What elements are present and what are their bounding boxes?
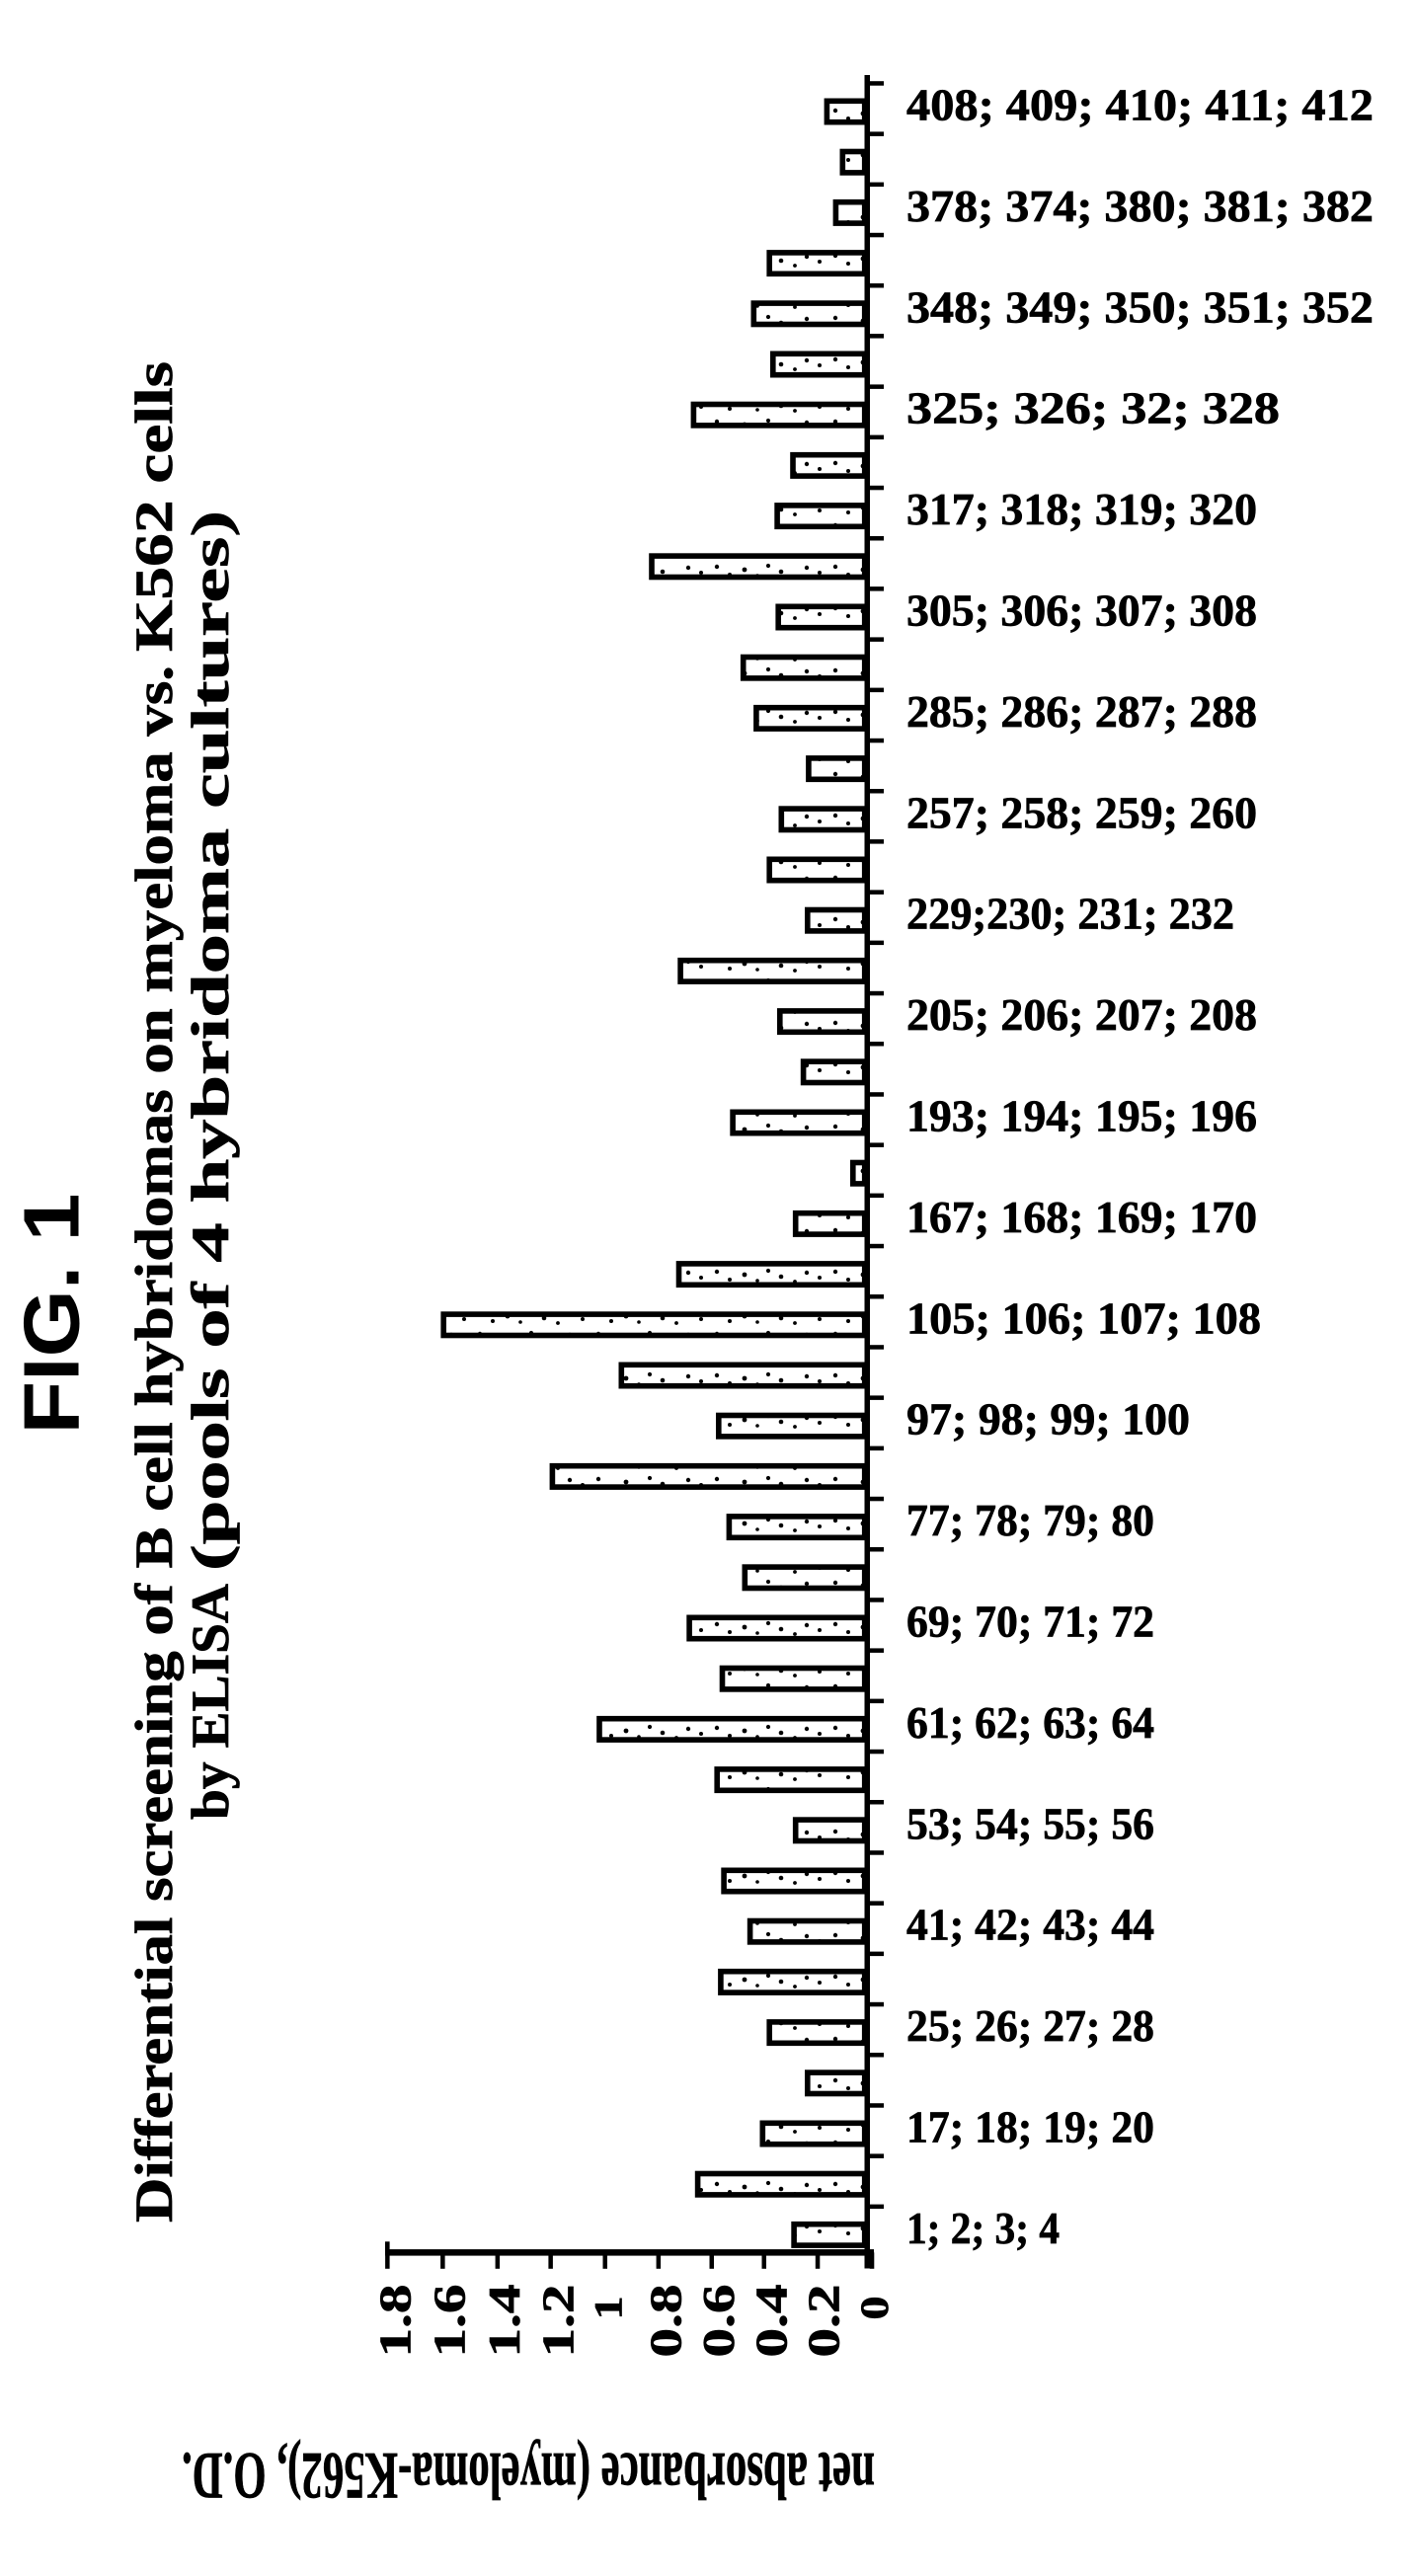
svg-text:193; 194; 195; 196: 193; 194; 195; 196	[906, 1092, 1257, 1141]
svg-text:1.6: 1.6	[425, 2285, 475, 2358]
svg-text:FIG. 1: FIG. 1	[8, 1194, 96, 1435]
svg-text:25; 26; 27; 28: 25; 26; 27; 28	[906, 2001, 1154, 2051]
svg-text:1: 1	[587, 2297, 631, 2320]
svg-text:net absorbance (myeloma-K562),: net absorbance (myeloma-K562), O.D.	[182, 2439, 875, 2514]
svg-text:348; 349; 350; 351; 352: 348; 349; 350; 351; 352	[906, 282, 1374, 332]
svg-text:229;230; 231; 232: 229;230; 231; 232	[906, 890, 1234, 939]
svg-text:97; 98; 99; 100: 97; 98; 99; 100	[906, 1395, 1190, 1444]
svg-text:0.6: 0.6	[693, 2285, 744, 2358]
svg-text:17; 18; 19; 20: 17; 18; 19; 20	[906, 2103, 1154, 2152]
svg-text:1; 2; 3; 4: 1; 2; 3; 4	[906, 2204, 1060, 2253]
svg-text:167; 168; 169; 170: 167; 168; 169; 170	[906, 1193, 1257, 1242]
svg-text:0.2: 0.2	[799, 2285, 849, 2358]
svg-text:0: 0	[852, 2297, 897, 2320]
svg-text:305; 306; 307; 308: 305; 306; 307; 308	[906, 586, 1257, 636]
svg-text:0.8: 0.8	[641, 2285, 691, 2358]
svg-text:69; 70; 71; 72: 69; 70; 71; 72	[906, 1598, 1154, 1647]
svg-text:Differential screening of B ce: Differential screening of B cell hybrido…	[124, 665, 184, 2223]
svg-text:41; 42; 43; 44: 41; 42; 43; 44	[906, 1901, 1154, 1950]
svg-text:53; 54; 55; 56: 53; 54; 55; 56	[906, 1799, 1154, 1848]
svg-text:325; 326; 32; 328: 325; 326; 32; 328	[906, 384, 1280, 433]
svg-text:77; 78; 79; 80: 77; 78; 79; 80	[906, 1496, 1154, 1545]
svg-text:378; 374; 380; 381; 382: 378; 374; 380; 381; 382	[906, 182, 1374, 231]
svg-text:(pools of 4 hybridoma cultures: (pools of 4 hybridoma cultures)	[181, 510, 240, 1571]
svg-text:408; 409; 410; 411; 412: 408; 409; 410; 411; 412	[906, 81, 1374, 130]
svg-text:K562 cells: K562 cells	[124, 361, 184, 652]
svg-text:by ELISA: by ELISA	[181, 1584, 240, 1820]
svg-text:257; 258; 259; 260: 257; 258; 259; 260	[906, 788, 1257, 837]
svg-text:205; 206; 207; 208: 205; 206; 207; 208	[906, 990, 1257, 1040]
svg-text:1.4: 1.4	[479, 2285, 529, 2358]
svg-text:1.8: 1.8	[370, 2285, 421, 2358]
svg-text:285; 286; 287; 288: 285; 286; 287; 288	[906, 687, 1257, 737]
svg-text:317; 318; 319; 320: 317; 318; 319; 320	[906, 485, 1257, 534]
svg-text:105; 106; 107; 108: 105; 106; 107; 108	[906, 1293, 1261, 1343]
svg-text:0.4: 0.4	[747, 2285, 797, 2358]
svg-text:61; 62; 63; 64: 61; 62; 63; 64	[906, 1698, 1154, 1748]
svg-text:1.2: 1.2	[533, 2285, 584, 2358]
